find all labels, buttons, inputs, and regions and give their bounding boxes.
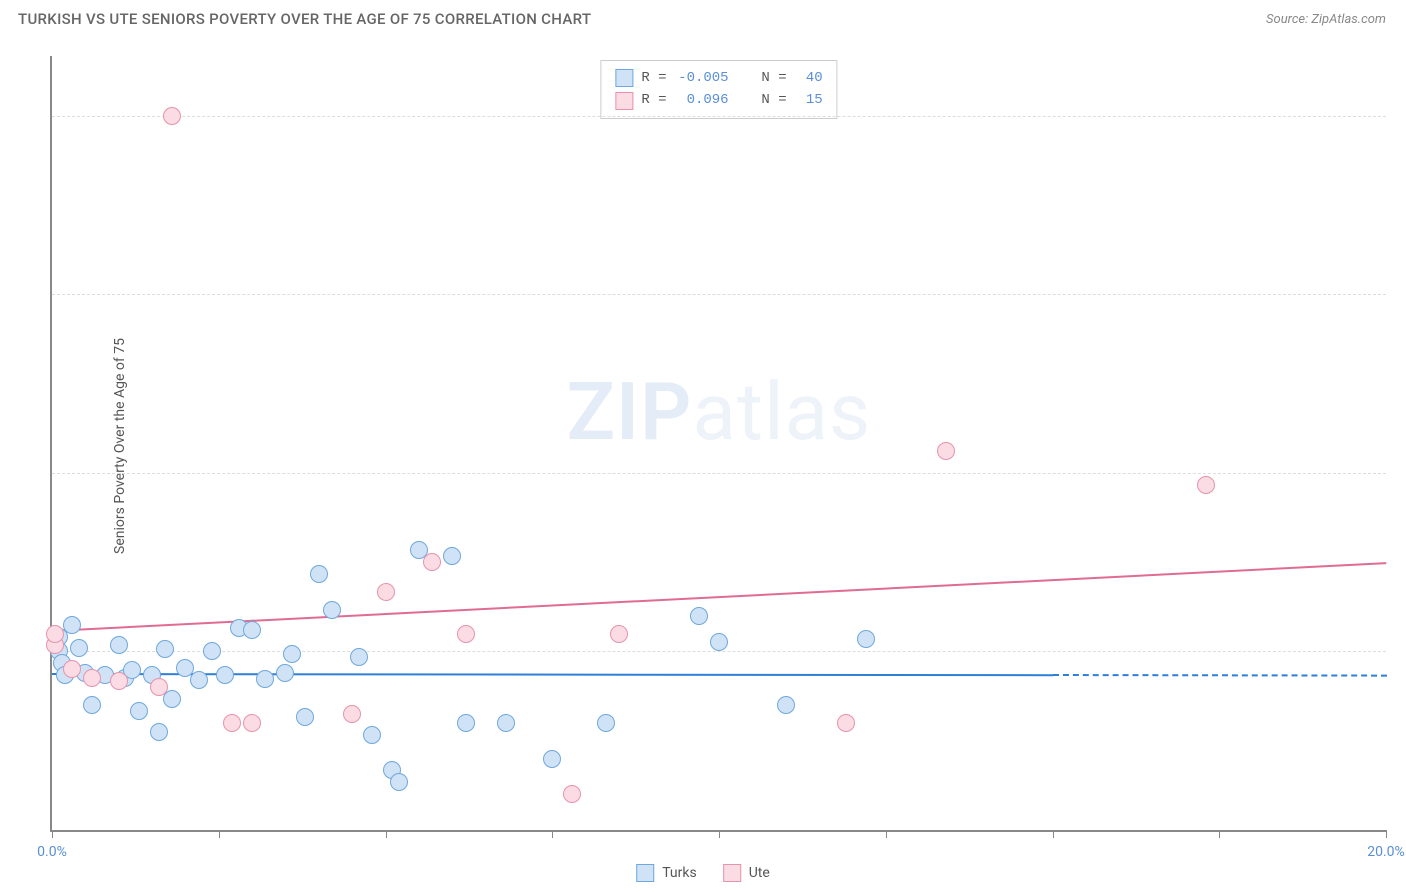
swatch-ute-icon	[723, 864, 741, 882]
legend-label: Ute	[749, 865, 770, 881]
r-label: R =	[641, 67, 666, 89]
chart-title: TURKISH VS UTE SENIORS POVERTY OVER THE …	[18, 10, 591, 28]
y-tick-label: 60.0%	[1392, 108, 1406, 124]
data-point-ute	[563, 785, 581, 803]
data-point-ute	[837, 714, 855, 732]
x-tick	[886, 830, 887, 838]
data-point-turks	[190, 671, 208, 689]
swatch-turks-icon	[615, 69, 633, 87]
x-tick-label: 0.0%	[37, 844, 67, 860]
trend-line-dashed	[1052, 674, 1386, 677]
data-point-turks	[390, 773, 408, 791]
x-tick	[1219, 830, 1220, 838]
data-point-turks	[857, 630, 875, 648]
data-point-ute	[1197, 476, 1215, 494]
r-value: 0.096	[675, 89, 729, 111]
chart-area: ZIPatlas R = -0.005 N = 40R = 0.096 N = 15 1…	[50, 56, 1386, 832]
n-value: 40	[795, 67, 823, 89]
x-tick	[1386, 830, 1387, 838]
data-point-ute	[223, 714, 241, 732]
data-point-turks	[597, 714, 615, 732]
n-label: N =	[761, 89, 786, 111]
data-point-turks	[443, 547, 461, 565]
data-point-turks	[63, 616, 81, 634]
legend-item-ute: Ute	[723, 864, 770, 882]
swatch-turks-icon	[636, 864, 654, 882]
data-point-ute	[110, 672, 128, 690]
series-legend: Turks Ute	[636, 864, 770, 882]
data-point-ute	[163, 107, 181, 125]
data-point-turks	[690, 607, 708, 625]
watermark-light: atlas	[692, 365, 871, 459]
n-label: N =	[761, 67, 786, 89]
y-tick-label: 15.0%	[1392, 643, 1406, 659]
data-point-ute	[150, 678, 168, 696]
y-tick-label: 30.0%	[1392, 465, 1406, 481]
data-point-turks	[710, 633, 728, 651]
y-tick-label: 45.0%	[1392, 286, 1406, 302]
data-point-turks	[363, 726, 381, 744]
stats-legend-box: R = -0.005 N = 40 R = 0.096 N = 15	[600, 60, 837, 119]
data-point-turks	[110, 636, 128, 654]
r-value: -0.005	[675, 67, 729, 89]
data-point-turks	[70, 639, 88, 657]
source-attribution: Source: ZipAtlas.com	[1266, 12, 1386, 27]
data-point-turks	[156, 640, 174, 658]
data-point-turks	[350, 648, 368, 666]
n-value: 15	[795, 89, 823, 111]
data-point-turks	[283, 645, 301, 663]
data-point-turks	[83, 696, 101, 714]
data-point-turks	[256, 670, 274, 688]
r-label: R =	[641, 89, 666, 111]
legend-item-turks: Turks	[636, 864, 697, 882]
plot-area: ZIPatlas R = -0.005 N = 40R = 0.096 N = 15 1…	[50, 56, 1386, 832]
data-point-turks	[543, 750, 561, 768]
x-tick	[52, 830, 53, 838]
data-point-turks	[296, 708, 314, 726]
data-point-turks	[323, 601, 341, 619]
data-point-ute	[937, 442, 955, 460]
data-point-ute	[457, 625, 475, 643]
data-point-turks	[150, 723, 168, 741]
header: TURKISH VS UTE SENIORS POVERTY OVER THE …	[0, 0, 1406, 34]
data-point-turks	[130, 702, 148, 720]
data-point-ute	[343, 705, 361, 723]
data-point-ute	[423, 553, 441, 571]
chart-container: TURKISH VS UTE SENIORS POVERTY OVER THE …	[0, 0, 1406, 892]
data-point-turks	[777, 696, 795, 714]
gridline-h	[52, 473, 1386, 474]
data-point-ute	[243, 714, 261, 732]
data-point-turks	[243, 621, 261, 639]
data-point-turks	[276, 664, 294, 682]
stats-row-turks: R = -0.005 N = 40	[615, 67, 822, 89]
swatch-ute-icon	[615, 92, 633, 110]
x-tick	[719, 830, 720, 838]
data-point-ute	[46, 625, 64, 643]
data-point-ute	[83, 669, 101, 687]
data-point-turks	[457, 714, 475, 732]
legend-label: Turks	[662, 865, 697, 881]
data-point-turks	[497, 714, 515, 732]
x-tick	[552, 830, 553, 838]
data-point-ute	[377, 583, 395, 601]
stats-row-ute: R = 0.096 N = 15	[615, 89, 822, 111]
watermark-bold: ZIP	[567, 365, 693, 459]
x-tick	[386, 830, 387, 838]
gridline-h	[52, 651, 1386, 652]
x-tick	[219, 830, 220, 838]
data-point-turks	[203, 642, 221, 660]
gridline-h	[52, 116, 1386, 117]
data-point-turks	[216, 666, 234, 684]
data-point-turks	[310, 565, 328, 583]
watermark: ZIPatlas	[567, 365, 872, 459]
x-tick	[1053, 830, 1054, 838]
x-tick-label: 20.0%	[1367, 844, 1405, 860]
gridline-h	[52, 294, 1386, 295]
data-point-ute	[610, 625, 628, 643]
